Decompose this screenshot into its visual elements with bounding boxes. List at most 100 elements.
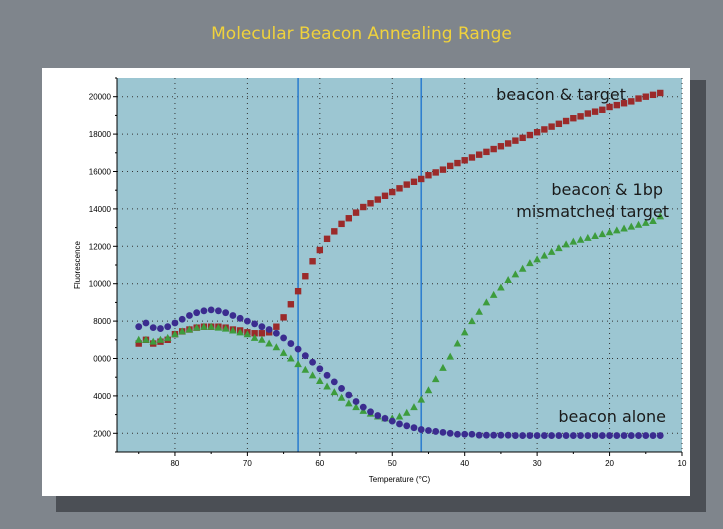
target-point-42 [439, 166, 447, 173]
mismatch-point-65 [605, 228, 614, 236]
x-axis-label: Temperature (°C) [369, 475, 431, 484]
x-tick-label-2: 60 [315, 459, 324, 468]
mismatch-point-24 [308, 371, 317, 379]
mismatch-point-67 [620, 224, 628, 232]
chart-card: 80 70 60 50 40 30 20 10 2000 4000 0000 8000 10000 12… [42, 68, 690, 496]
alone-point-64 [598, 432, 606, 439]
target-point-72 [657, 89, 664, 97]
target-point-70 [642, 93, 649, 100]
mismatch-point-58 [555, 244, 563, 252]
mismatch-point-6 [178, 327, 186, 335]
alone-point-42 [439, 428, 447, 436]
alone-point-43 [446, 429, 454, 437]
mismatch-point-19 [272, 343, 281, 351]
alone-point-22 [294, 345, 302, 353]
x-tick-label-5: 30 [533, 459, 542, 468]
y-tick-label-8: 18000 [89, 130, 112, 139]
target-point-60 [570, 115, 577, 122]
x-tick-label-7: 10 [678, 459, 687, 468]
alone-point-45 [461, 430, 469, 438]
alone-point-58 [555, 432, 563, 439]
mismatch-point-69 [634, 220, 643, 228]
alone-point-27 [330, 378, 338, 386]
alone-point-60 [569, 432, 577, 439]
alone-point-23 [301, 352, 309, 360]
x-tick-labels: 80 70 60 50 40 30 20 10 [138, 452, 687, 468]
mismatch-point-15 [243, 330, 252, 338]
alone-point-71 [649, 432, 657, 439]
annotation-beacon-alone: beacon alone [558, 407, 666, 426]
alone-point-61 [577, 432, 584, 439]
target-point-56 [541, 126, 548, 133]
alone-point-31 [359, 403, 367, 411]
mismatch-point-13 [229, 326, 237, 334]
mismatch-point-51 [504, 275, 512, 283]
target-point-34 [381, 192, 389, 200]
alone-point-5 [171, 319, 179, 327]
mismatch-point-60 [569, 237, 578, 245]
alone-point-53 [519, 432, 527, 439]
mismatch-point-45 [460, 328, 469, 336]
mismatch-point-36 [395, 412, 404, 420]
target-point-53 [519, 134, 526, 142]
alone-point-24 [309, 358, 316, 366]
alone-point-66 [613, 432, 621, 439]
target-point-17 [258, 330, 266, 337]
alone-point-70 [642, 432, 650, 439]
alone-point-37 [403, 422, 411, 430]
mismatch-point-40 [424, 386, 433, 394]
target-point-49 [490, 145, 497, 153]
alone-point-32 [367, 408, 374, 416]
target-point-65 [606, 103, 613, 111]
alone-point-21 [287, 340, 295, 347]
mismatch-point-2 [149, 337, 158, 345]
alone-point-3 [157, 325, 164, 332]
alone-point-14 [236, 314, 244, 322]
mismatch-point-25 [316, 376, 324, 384]
alone-point-0 [135, 323, 143, 331]
alone-point-47 [475, 431, 483, 439]
mismatch-point-54 [526, 259, 534, 267]
target-point-45 [461, 157, 468, 164]
mismatch-point-46 [468, 317, 476, 325]
target-point-25 [316, 246, 324, 254]
series-mismatch [134, 212, 665, 422]
annotation-mismatched-target: mismatched target [516, 202, 669, 221]
alone-point-10 [207, 306, 215, 314]
target-point-0 [135, 340, 142, 347]
alone-point-68 [627, 432, 635, 439]
alone-point-51 [504, 431, 512, 439]
target-point-29 [345, 215, 352, 222]
alone-point-57 [548, 432, 556, 439]
mismatch-point-70 [641, 218, 650, 226]
target-point-26 [323, 235, 331, 243]
target-point-61 [577, 113, 584, 120]
alone-point-1 [142, 319, 150, 327]
alone-point-41 [432, 428, 440, 435]
target-point-19 [273, 323, 280, 330]
mismatch-point-59 [562, 240, 570, 248]
mismatch-point-52 [511, 270, 520, 278]
mismatch-point-4 [163, 333, 172, 341]
target-point-33 [374, 196, 381, 203]
alone-point-39 [417, 426, 425, 433]
mismatch-point-1 [142, 335, 150, 343]
alone-point-19 [272, 329, 280, 337]
chart-plot: 80 70 60 50 40 30 20 10 2000 4000 0000 8000 10000 12… [73, 77, 687, 484]
mismatch-point-38 [410, 403, 418, 411]
mismatch-point-22 [294, 360, 302, 368]
mismatch-point-3 [156, 335, 165, 343]
alone-point-33 [374, 412, 382, 419]
alone-point-11 [215, 307, 222, 315]
x-tick-label-3: 50 [388, 459, 397, 468]
mismatch-point-37 [402, 408, 411, 416]
annealing-range-lines [297, 78, 423, 452]
y-tick-label-9: 20000 [89, 93, 112, 102]
alone-point-28 [338, 385, 345, 392]
y-axis-label: Fluorescence [73, 240, 82, 289]
mismatch-point-20 [279, 348, 288, 356]
mismatch-point-61 [576, 235, 585, 243]
alone-point-48 [483, 431, 490, 439]
target-point-43 [447, 162, 454, 170]
mismatch-point-53 [518, 264, 527, 272]
